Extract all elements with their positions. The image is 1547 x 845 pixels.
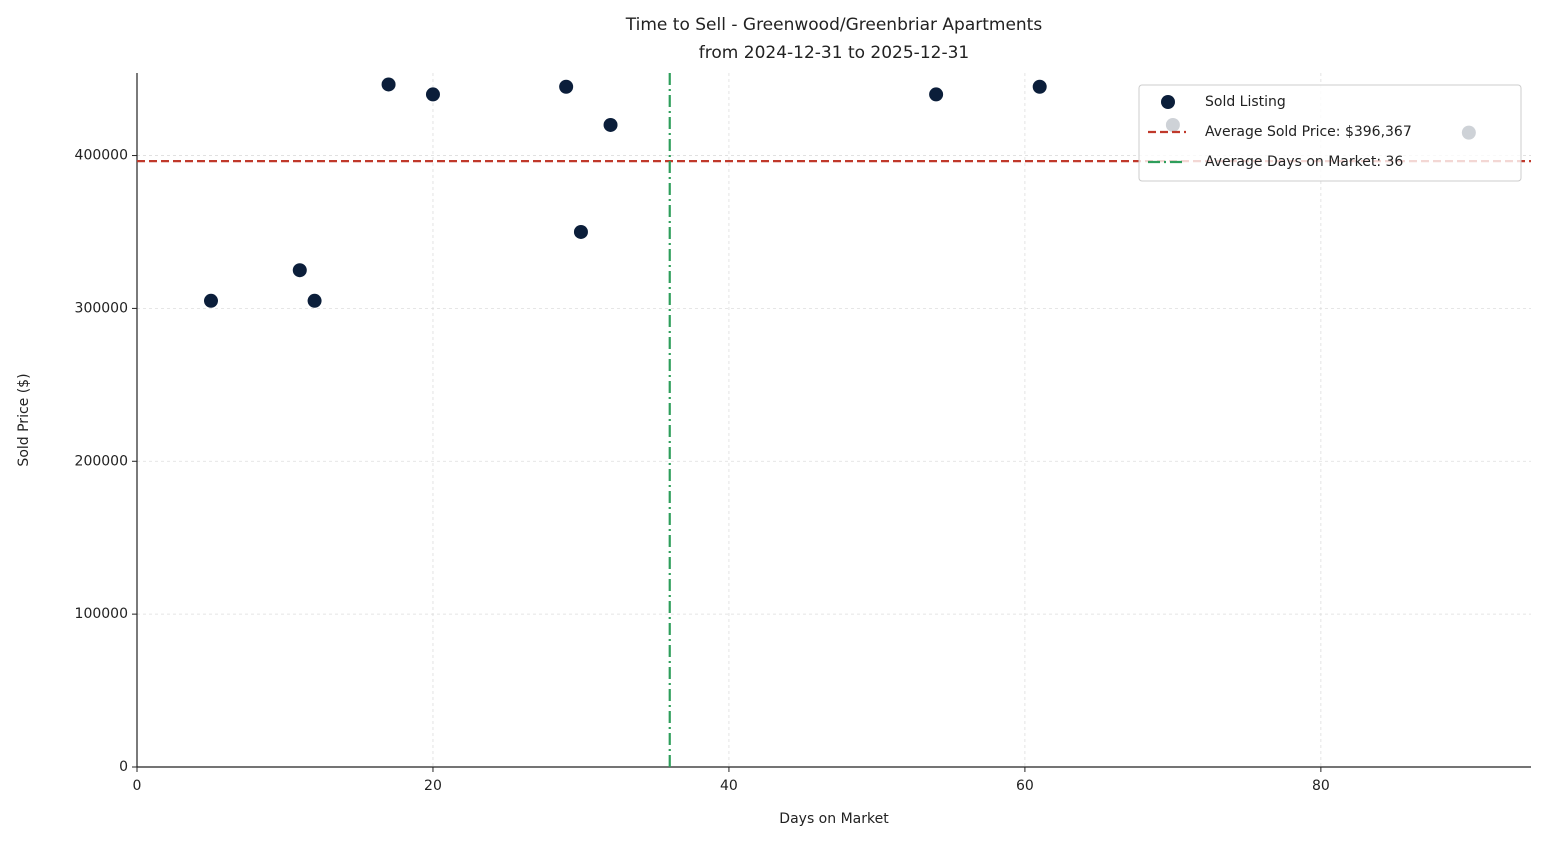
point	[307, 293, 322, 308]
y-tick-label: 400000	[75, 148, 128, 164]
point	[929, 87, 944, 102]
x-tick-label: 60	[1016, 778, 1034, 794]
point	[425, 87, 440, 102]
x-tick-label: 80	[1312, 778, 1330, 794]
y-tick-label: 300000	[75, 300, 128, 316]
chart-subtitle: from 2024-12-31 to 2025-12-31	[699, 43, 969, 63]
y-tick-label: 200000	[75, 453, 128, 469]
point	[203, 293, 218, 308]
point	[292, 263, 307, 278]
y-axis-label: Sold Price ($)	[16, 373, 32, 466]
x-axis-label: Days on Market	[779, 811, 889, 827]
point	[603, 117, 618, 132]
legend-box	[1138, 84, 1522, 182]
y-tick-label: 0	[119, 759, 128, 775]
x-tick-label: 0	[133, 778, 142, 794]
x-tick-label: 40	[720, 778, 738, 794]
legend-label: Sold Listing	[1205, 94, 1286, 110]
point	[381, 77, 396, 92]
legend-label: Average Days on Market: 36	[1205, 154, 1403, 170]
point	[559, 79, 574, 94]
legend-marker	[1161, 95, 1175, 109]
point	[573, 224, 588, 239]
x-tick-label: 20	[424, 778, 442, 794]
legend-label: Average Sold Price: $396,367	[1205, 124, 1412, 140]
chart-title: Time to Sell - Greenwood/Greenbriar Apar…	[625, 15, 1043, 35]
y-tick-label: 100000	[75, 606, 128, 622]
point	[1032, 79, 1047, 94]
